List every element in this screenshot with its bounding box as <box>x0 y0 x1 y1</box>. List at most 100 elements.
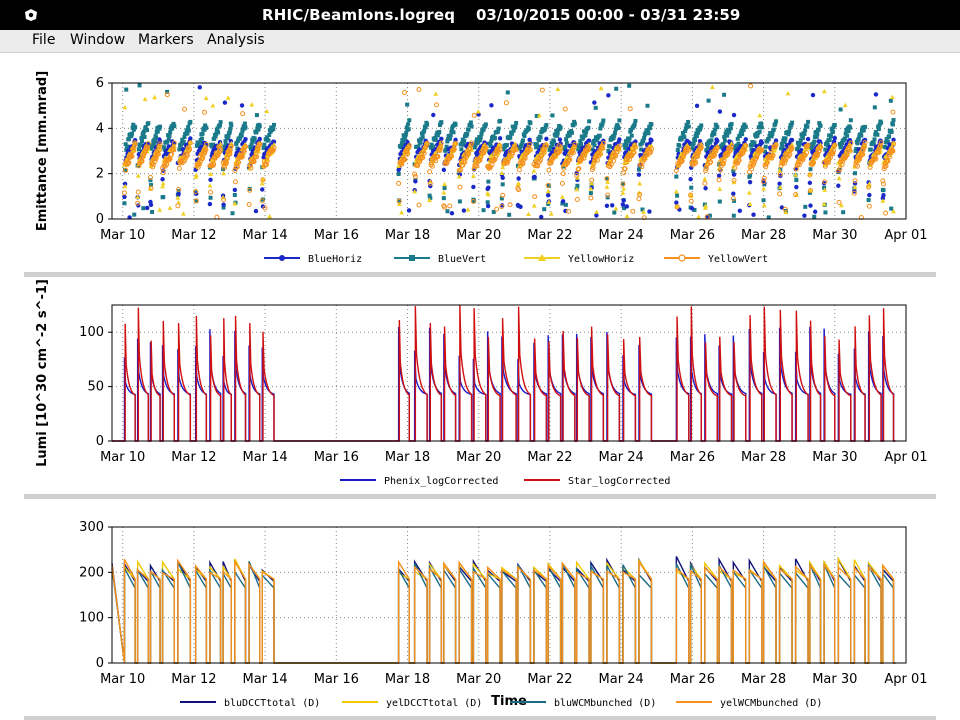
data-point <box>472 145 477 150</box>
data-point <box>632 142 638 148</box>
data-point <box>622 143 627 148</box>
data-point <box>562 106 568 112</box>
menu-window[interactable]: Window <box>70 32 126 48</box>
data-point <box>265 135 270 140</box>
data-point <box>542 207 547 212</box>
data-point <box>589 180 595 186</box>
data-point <box>544 123 549 128</box>
data-point <box>187 146 193 152</box>
legend-label: BlueVert <box>438 254 486 265</box>
data-point <box>805 124 810 129</box>
data-point <box>483 145 489 151</box>
data-point <box>497 136 503 141</box>
data-point <box>694 103 700 109</box>
x-tick-label: Mar 22 <box>527 450 572 465</box>
data-point <box>802 131 807 136</box>
menu-analysis[interactable]: Analysis <box>207 32 265 48</box>
data-point <box>716 173 722 178</box>
data-point <box>412 171 418 177</box>
data-point <box>787 129 792 134</box>
panel-divider[interactable] <box>24 272 936 277</box>
data-point <box>622 160 627 166</box>
data-point <box>600 140 606 146</box>
series-line <box>111 558 896 664</box>
data-point <box>764 160 770 166</box>
data-point <box>514 120 519 125</box>
data-point <box>474 163 480 169</box>
data-point <box>592 143 597 148</box>
data-point <box>883 145 888 150</box>
data-point <box>526 126 531 131</box>
data-point <box>519 143 524 148</box>
data-point <box>588 191 593 196</box>
data-point <box>260 177 266 183</box>
data-point <box>777 181 782 186</box>
panel-divider[interactable] <box>24 494 936 499</box>
data-point <box>505 90 510 95</box>
data-point <box>448 133 453 138</box>
data-point <box>594 209 599 214</box>
data-point <box>808 188 813 193</box>
legend-label: Star_logCorrected <box>568 476 670 487</box>
data-point <box>621 198 626 203</box>
data-point <box>889 206 894 211</box>
data-point <box>633 118 638 123</box>
data-point <box>471 184 476 190</box>
data-point <box>579 142 584 147</box>
data-point <box>503 100 509 106</box>
data-point <box>425 122 430 127</box>
menu-markers[interactable]: Markers <box>138 32 194 48</box>
data-point <box>600 121 605 126</box>
data-point <box>558 125 563 130</box>
data-point <box>831 139 837 144</box>
data-point <box>793 172 799 177</box>
data-point <box>496 126 501 131</box>
data-point <box>433 137 438 142</box>
data-point <box>817 121 822 126</box>
data-point <box>564 140 569 145</box>
data-point <box>567 157 573 163</box>
data-point <box>429 163 435 169</box>
data-point <box>581 129 586 134</box>
data-point <box>632 122 637 127</box>
data-point <box>747 179 753 185</box>
x-tick-label: Mar 18 <box>385 228 430 243</box>
data-point <box>516 176 521 181</box>
data-point <box>717 109 723 114</box>
data-point <box>243 125 248 130</box>
data-point <box>406 127 411 132</box>
data-point <box>721 142 726 147</box>
panel-divider[interactable] <box>24 716 936 720</box>
data-point <box>795 140 800 145</box>
x-tick-label: Mar 30 <box>812 450 857 465</box>
data-point <box>677 143 682 148</box>
data-point <box>532 194 538 200</box>
data-point <box>725 133 730 138</box>
menu-file[interactable]: File <box>32 32 56 48</box>
data-point <box>639 164 645 170</box>
data-point <box>675 148 680 153</box>
data-point <box>459 147 464 152</box>
data-point <box>807 172 813 178</box>
data-point <box>743 124 748 129</box>
data-point <box>203 146 209 152</box>
data-point <box>207 183 213 188</box>
legend-label: bluWCMbunched (D) <box>554 698 656 709</box>
data-point <box>852 178 858 184</box>
data-point <box>751 142 756 147</box>
data-point <box>178 145 183 150</box>
data-point <box>786 132 791 137</box>
data-point <box>229 123 234 128</box>
data-point <box>223 142 228 147</box>
data-point <box>763 144 768 149</box>
data-point <box>731 112 737 118</box>
data-point <box>774 119 779 124</box>
x-tick-label: Mar 12 <box>171 672 216 687</box>
data-point <box>153 156 159 162</box>
data-point <box>472 199 477 204</box>
data-point <box>445 139 450 144</box>
data-point <box>473 142 478 147</box>
data-point <box>516 187 522 193</box>
data-point <box>610 203 615 208</box>
data-point <box>248 144 253 149</box>
